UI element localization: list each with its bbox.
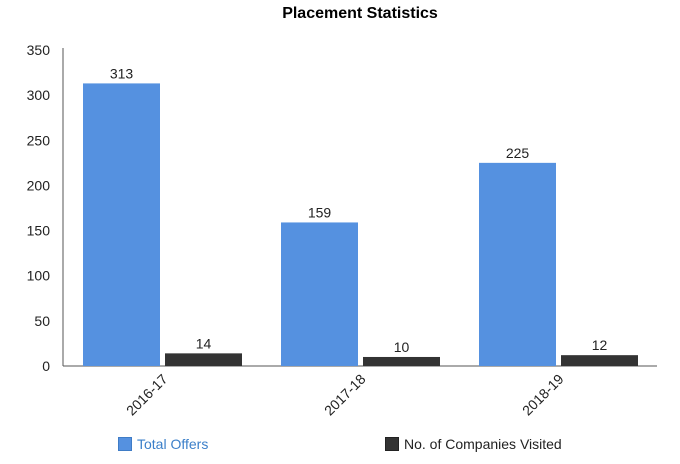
data-label: 225 <box>506 145 530 161</box>
x-tick-label: 2018-19 <box>519 371 567 419</box>
chart-title: Placement Statistics <box>282 5 438 22</box>
x-tick-label: 2017-18 <box>321 371 369 419</box>
x-tick-label: 2016-17 <box>123 371 171 419</box>
bar-companies-visited[interactable] <box>363 356 440 366</box>
y-tick-label: 350 <box>27 42 51 58</box>
y-tick-label: 150 <box>27 223 51 239</box>
bars-group <box>83 83 638 367</box>
data-label: 159 <box>308 204 332 220</box>
data-label: 14 <box>196 335 212 351</box>
data-label: 10 <box>394 339 410 355</box>
legend-label-companies-visited: No. of Companies Visited <box>404 436 562 452</box>
y-tick-label: 50 <box>34 313 50 329</box>
data-labels-group: 313 14 159 10 225 12 <box>110 65 608 355</box>
y-tick-label: 200 <box>27 177 51 193</box>
legend-swatch-companies-visited <box>385 437 399 451</box>
bar-companies-visited[interactable] <box>561 355 638 366</box>
data-label: 313 <box>110 65 134 81</box>
legend-swatch-total-offers <box>118 437 132 451</box>
bar-total-offers[interactable] <box>83 83 160 367</box>
legend-item-total-offers[interactable]: Total Offers <box>118 434 208 454</box>
legend-label-total-offers: Total Offers <box>137 436 209 452</box>
y-tick-label: 300 <box>27 87 51 103</box>
data-label: 12 <box>592 337 608 353</box>
legend-item-companies-visited[interactable]: No. of Companies Visited <box>385 434 562 454</box>
bar-companies-visited[interactable] <box>165 353 242 366</box>
y-tick-label: 100 <box>27 268 51 284</box>
bar-total-offers[interactable] <box>281 222 358 366</box>
y-axis: 0 50 100 150 200 250 300 350 <box>27 42 64 374</box>
y-tick-label: 250 <box>27 132 51 148</box>
y-tick-label: 0 <box>42 358 50 374</box>
x-axis: 2016-17 2017-18 2018-19 <box>63 365 657 419</box>
bar-total-offers[interactable] <box>479 162 556 366</box>
